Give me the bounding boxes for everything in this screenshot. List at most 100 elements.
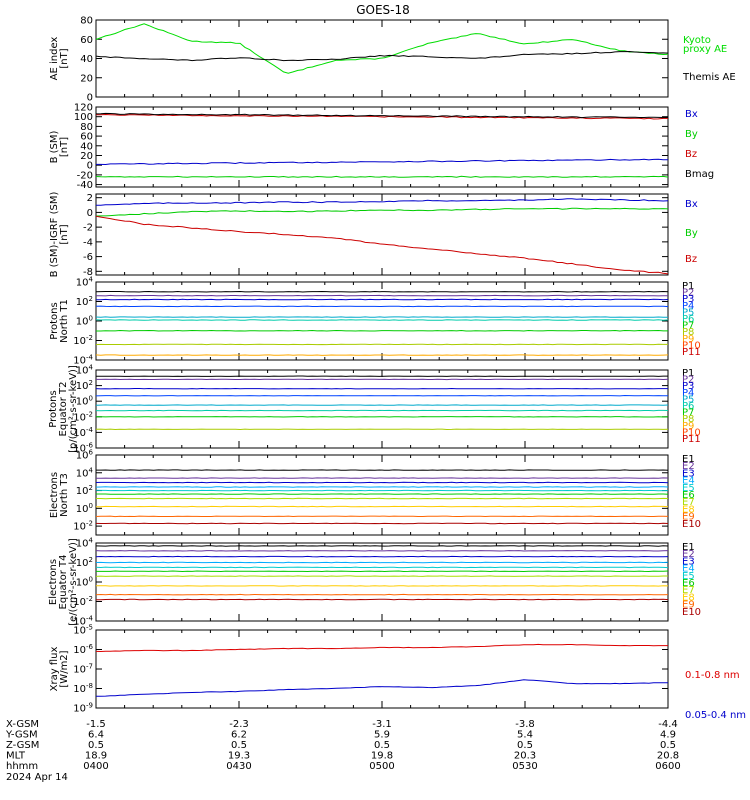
y-axis-label: [e/(cm²-s-sr-keV)] [68, 538, 79, 626]
y-tick-label: 10-4 [73, 426, 93, 439]
legend-entry: Bx [685, 109, 698, 120]
y-tick-label: 10-7 [73, 663, 93, 676]
legend-entry: P10 [682, 427, 701, 438]
legend-entry: Bmag [685, 169, 714, 180]
legend-entry: E2 [682, 461, 695, 472]
legend-entry: E3 [682, 556, 695, 567]
panel-3: -8 -6 -4 -2 0 2 B (SM)-IGRF (SM) [nT] Bx By Bz [49, 192, 698, 278]
y-tick-label: 60 [80, 132, 93, 143]
y-tick-label: 0 [87, 93, 93, 104]
footer-value: 0400 [83, 761, 108, 772]
footer-value: 0430 [226, 761, 251, 772]
y-axis-label: AE index [49, 37, 60, 81]
series-group [95, 290, 669, 356]
y-tick-label: -4 [83, 237, 93, 248]
legend-entry: P3 [682, 381, 694, 392]
series-line-p7 [96, 329, 668, 332]
y-axis-label: North T1 [59, 299, 70, 343]
footer-value: 18.9 [85, 751, 107, 762]
series-group [95, 545, 669, 601]
legend-entry: P2 [682, 375, 694, 386]
series-line-e7 [96, 497, 669, 500]
y-axis-label: Protons [49, 302, 60, 339]
y-tick-label: 40 [80, 54, 93, 65]
footer-value: 0.5 [517, 740, 533, 751]
series-line-p6 [95, 319, 669, 321]
footer-row-label: Z-GSM [6, 740, 39, 751]
y-tick-label: 40 [80, 141, 93, 152]
panel-frame [95, 281, 669, 361]
legend-entry: P9 [682, 334, 694, 345]
y-tick-label: 10-9 [73, 702, 93, 715]
footer-row-label: hhmm [6, 761, 38, 772]
panel-5: 10-6 10-4 10-2 100 102 104 Protons Equator T2 [p… [48, 364, 701, 455]
legend-entry: By [685, 228, 698, 239]
legend-entry: By [685, 129, 698, 140]
panel-frame [95, 193, 669, 276]
series-line-e3 [95, 555, 669, 558]
y-tick-label: 2 [87, 193, 93, 204]
legend-entry: Bz [685, 149, 697, 160]
series-group [95, 112, 669, 178]
legend-entry: P4 [682, 388, 694, 399]
legend-entry: E5 [682, 571, 695, 582]
legend-entry: P11 [682, 434, 701, 445]
series-line-bmag [95, 112, 668, 119]
legend-entry: E1 [682, 454, 695, 465]
y-tick-label: 10-2 [73, 520, 93, 533]
y-tick-label: 100 [76, 576, 93, 589]
panel-frame [95, 106, 669, 188]
legend-entry: E8 [682, 504, 695, 515]
y-axis-label: [p/(cm²-s-sr-keV)] [68, 365, 79, 453]
series-group [95, 375, 669, 431]
series-line-p1 [95, 290, 669, 293]
y-tick-label: 106 [76, 449, 94, 462]
legend-entry: E2 [682, 549, 695, 560]
y-axis-label: Xray flux [49, 647, 60, 692]
footer-value: 0500 [369, 761, 394, 772]
legend-entry: E4 [682, 476, 695, 487]
y-tick-label: 120 [74, 103, 93, 114]
footer-value: -4.4 [658, 719, 678, 730]
series-line-e5 [95, 566, 669, 569]
y-tick-label: 20 [80, 151, 93, 162]
y-axis-label: North T3 [59, 473, 70, 517]
legend-entry: P1 [682, 281, 694, 292]
legend-entry: Kyoto [683, 35, 711, 46]
legend-entry: P9 [682, 421, 694, 432]
legend-entry: E4 [682, 564, 695, 575]
footer-row-label: Y-GSM [5, 730, 38, 741]
legend-entry: E9 [682, 600, 695, 611]
y-tick-label: 0 [87, 208, 93, 219]
legend: Bx By Bz Bmag [685, 109, 714, 180]
y-tick-label: 10-5 [73, 624, 93, 637]
series-line-0-1-0-8-nm [95, 643, 668, 653]
series-line-bx [95, 198, 669, 206]
y-tick-label: 10-8 [73, 682, 93, 695]
y-tick-label: -8 [83, 267, 93, 278]
legend-entry: P3 [682, 294, 694, 305]
legend-entry: P2 [682, 288, 694, 299]
legend-entry: E7 [682, 585, 695, 596]
legend-entry: E7 [682, 497, 695, 508]
footer-value: 0.5 [374, 740, 390, 751]
y-tick-label: 102 [76, 295, 93, 308]
legend-entry: P5 [682, 307, 694, 318]
panel-7: 10-4 10-2 100 102 104 Electrons Equator T4 [e/(… [48, 537, 701, 628]
y-tick-label: 80 [80, 122, 93, 133]
legend-entry: P8 [682, 327, 694, 338]
series-line-bx [96, 158, 669, 166]
legend-entry: E8 [682, 592, 695, 603]
series-line-e5 [95, 489, 668, 492]
y-tick-label: 102 [76, 556, 93, 569]
panel-8: 10-9 10-8 10-7 10-6 10-5 Xray flux [W/m2] 0.1-0… [49, 624, 746, 722]
y-tick-label: 102 [76, 379, 93, 392]
legend-entry: proxy AE [683, 44, 727, 55]
legend-entry: E9 [682, 512, 695, 523]
legend-entry: P7 [682, 321, 694, 332]
y-tick-label: 102 [76, 484, 93, 497]
